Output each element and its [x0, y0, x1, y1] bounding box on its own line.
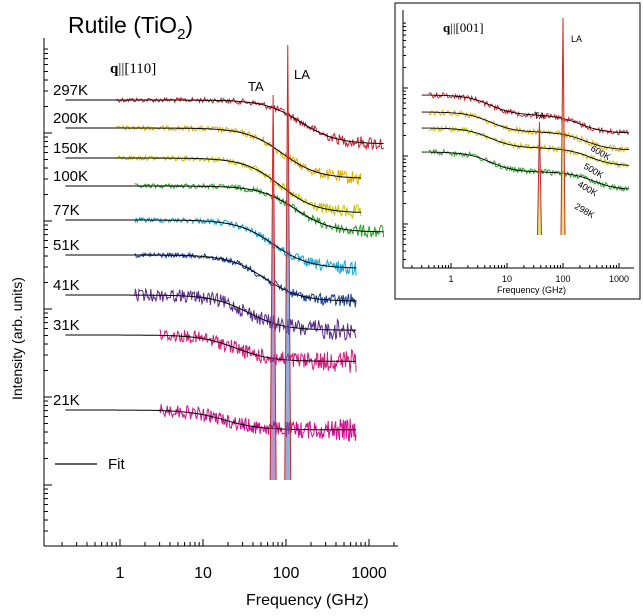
main-peak-LA	[284, 44, 292, 481]
main-q-annotation: q||[110]	[110, 61, 156, 77]
inset-x-tick-label: 100	[555, 274, 570, 284]
inset-peak-TA	[536, 121, 542, 236]
main-series-label: 51K	[53, 237, 80, 254]
main-series-label: 31K	[53, 317, 80, 334]
main-chart: 297K 200K 150K 100K 77K 51K 41K 31K 21K 1 10 100 10…	[9, 12, 398, 609]
main-x-tick-label: 10	[194, 565, 212, 582]
main-series-41K-fit	[65, 294, 357, 331]
inset-series-600K-fit	[421, 94, 629, 134]
main-series-31K-fit	[65, 334, 357, 362]
legend: Fit	[55, 456, 125, 473]
main-series-label: 77K	[53, 202, 80, 219]
legend-fit-label: Fit	[108, 456, 125, 473]
inset-series-298K-fit	[421, 151, 629, 190]
main-series-label: 297K	[53, 82, 88, 99]
inset-peak-LA	[560, 17, 566, 236]
inset-x-tick-label: 10	[502, 274, 512, 284]
main-series-51K-data	[134, 251, 357, 308]
main-series-200K-fit	[65, 127, 362, 179]
main-series-51K-fit	[65, 254, 357, 302]
main-data-layer: 297K 200K 150K 100K 77K 51K 41K 31K 21K	[53, 44, 385, 481]
inset-series-500K-data	[428, 109, 629, 154]
main-series-77K-data	[134, 216, 357, 276]
chart-title: Rutile (TiO2)	[68, 12, 193, 43]
inset-x-tick-label: 1	[448, 274, 453, 284]
inset-series-400K-fit	[421, 127, 629, 166]
inset-x-tick-label: 1000	[609, 274, 629, 284]
main-x-axis-label: Frequency (GHz)	[246, 592, 369, 609]
main-series-label: 41K	[53, 277, 80, 294]
main-series-297K-data	[115, 96, 384, 151]
main-x-tick-label: 1	[116, 565, 125, 582]
main-x-tick-label: 100	[273, 565, 300, 582]
main-axes: 1 10 100 1000	[43, 38, 398, 582]
inset-series-298K-data	[428, 148, 630, 193]
main-peak-label-ta: TA	[248, 79, 264, 94]
main-series-21K-fit	[65, 409, 357, 431]
main-series-label: 100K	[53, 168, 88, 185]
inset-series-500K-fit	[421, 111, 629, 150]
inset-axes: 1 10 100 1000	[402, 10, 634, 284]
main-series-150K-data	[115, 153, 362, 220]
main-peak-label-la: LA	[294, 67, 310, 82]
main-x-tick-label: 1000	[351, 565, 387, 582]
inset-x-axis-label: Frequency (GHz)	[497, 285, 566, 295]
main-series-label: 150K	[53, 140, 88, 157]
inset-peak-label-ta: TA	[534, 111, 545, 121]
main-peak-TA	[269, 94, 277, 481]
main-series-77K-fit	[65, 219, 357, 269]
main-series-150K-fit	[65, 157, 362, 213]
main-series-100K-fit	[65, 185, 384, 233]
main-series-297K-fit	[65, 99, 384, 145]
main-series-31K-data	[159, 329, 357, 373]
inset-peak-label-la: LA	[571, 34, 582, 44]
main-series-41K-data	[134, 287, 357, 341]
main-series-label: 21K	[53, 392, 80, 409]
main-series-21K-data	[159, 404, 357, 443]
main-series-label: 200K	[53, 110, 88, 127]
inset-q-annotation: q||[001]	[443, 20, 484, 35]
main-y-axis-label: Intensity (arb. units)	[9, 277, 25, 400]
